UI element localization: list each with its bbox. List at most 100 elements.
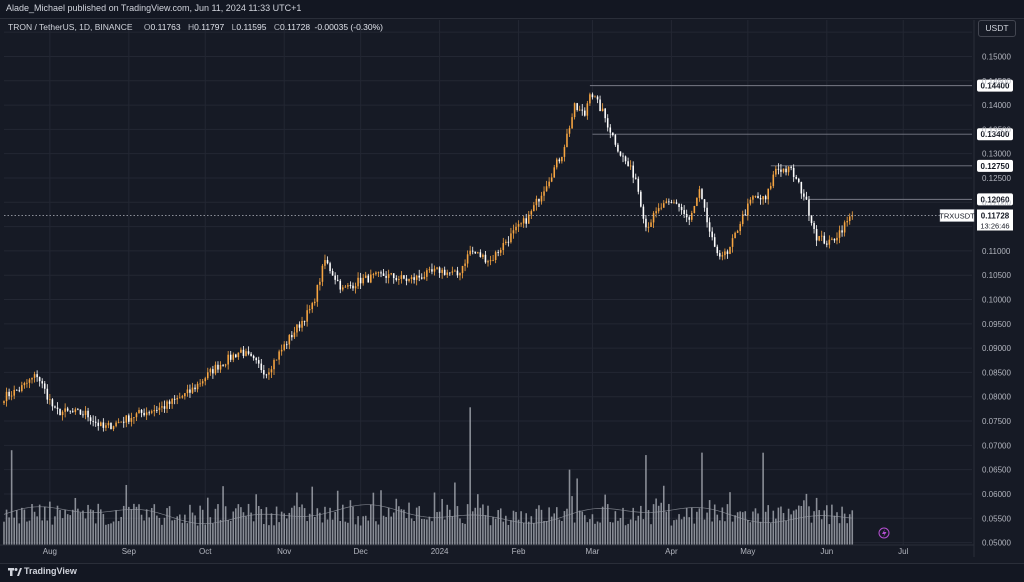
volume-bar <box>459 518 461 545</box>
volume-bar <box>540 509 543 545</box>
volume-bar <box>257 505 260 545</box>
candle-body <box>762 196 764 200</box>
price-tick-label: 0.13000 <box>982 150 1011 159</box>
volume-bar <box>675 519 678 545</box>
volume-bar <box>777 507 780 545</box>
candle-body <box>115 422 117 427</box>
chart-area[interactable] <box>0 19 1024 563</box>
volume-bar <box>713 504 716 545</box>
candle-body <box>698 189 701 198</box>
volume-bar <box>28 520 31 545</box>
volume-bar <box>515 511 517 545</box>
volume-bar <box>418 506 421 545</box>
volume-bar <box>10 450 13 545</box>
time-axis[interactable]: Aug Sep Oct Nov Dec 2024 Feb Mar Apr May Jun Jul <box>0 544 974 556</box>
candle-body <box>408 279 410 281</box>
price-tick-label: 0.07000 <box>982 441 1011 450</box>
candle-body <box>308 309 311 311</box>
volume-bar <box>94 523 97 545</box>
volume-bar <box>711 521 713 545</box>
tradingview-brand[interactable]: TradingView <box>24 566 77 576</box>
volume-bar <box>594 523 596 545</box>
candle-body <box>617 144 619 152</box>
volume-bar <box>808 506 810 545</box>
volume-bar <box>550 516 553 545</box>
candle-body <box>785 168 787 173</box>
volume-bar <box>456 506 459 545</box>
volume-bar <box>589 519 591 545</box>
volume-bar <box>372 492 375 545</box>
candle-body <box>596 96 599 100</box>
volume-bar <box>390 516 392 545</box>
candle-body <box>189 389 191 393</box>
price-axis[interactable]: 0.155000.150000.145000.140000.135000.130… <box>973 20 1011 557</box>
candle-body <box>441 269 443 273</box>
candle-body <box>586 103 589 116</box>
horizontal-levels[interactable]: 0.14400 0.13400 0.12750 0.12060 <box>589 79 1013 206</box>
volume-bar <box>696 511 698 545</box>
candle-body <box>724 251 726 256</box>
candle-body <box>573 103 576 118</box>
price-tick-label: 0.07500 <box>982 417 1011 426</box>
candle-body <box>604 108 606 119</box>
volume-bar <box>349 500 352 545</box>
volume-bar <box>196 525 199 545</box>
candle-body <box>461 265 464 274</box>
volume-bar <box>156 515 158 545</box>
volume-bar <box>787 508 790 545</box>
candle-body <box>26 382 28 384</box>
candle-body <box>731 238 734 247</box>
candle-body <box>545 186 548 192</box>
candle-body <box>163 406 166 409</box>
candle-body <box>145 412 148 416</box>
candle-body <box>250 353 252 356</box>
volume-bar <box>477 494 479 545</box>
time-tick-label: Nov <box>277 547 291 556</box>
candle-body <box>782 168 785 172</box>
volume-bar <box>497 510 499 545</box>
candle-body <box>777 168 780 170</box>
candle-body <box>214 364 217 374</box>
volume-bar <box>255 494 257 545</box>
volume-bar <box>186 523 189 545</box>
candle-body <box>665 201 668 204</box>
volume-bar <box>813 511 815 545</box>
candle-body <box>609 127 612 133</box>
candle-body <box>400 275 403 279</box>
legend-symbol[interactable]: TRON / TetherUS, 1D, BINANCE <box>8 22 133 32</box>
candle-body <box>443 269 446 275</box>
volume-bar <box>744 511 747 545</box>
candle-body <box>548 181 550 187</box>
volume-bar <box>507 524 510 545</box>
candle-body <box>135 413 138 418</box>
candle-body <box>525 218 528 224</box>
candle-body <box>759 198 762 200</box>
candle-body <box>831 238 833 240</box>
candle-body <box>229 354 232 360</box>
candle-body <box>810 215 813 224</box>
time-tick-label: Jul <box>898 547 908 556</box>
volume-bar <box>283 513 286 545</box>
candle-body <box>459 273 461 276</box>
volume-bar <box>604 494 606 545</box>
price-tick-label: 0.14000 <box>982 101 1011 110</box>
time-tick-label: Aug <box>43 547 57 556</box>
volume-bar <box>785 520 787 545</box>
candle-body <box>522 218 525 224</box>
volume-bar <box>576 478 578 545</box>
candle-body <box>161 406 163 408</box>
volume-bar <box>242 512 245 545</box>
volume-bar <box>512 510 515 545</box>
volume-bar <box>303 508 306 545</box>
candle-body <box>428 269 431 271</box>
level-label: 0.13400 <box>981 130 1010 139</box>
volume-bar <box>775 518 777 545</box>
candle-body <box>158 407 161 411</box>
candle-body <box>673 202 675 204</box>
volume-bar <box>158 517 161 545</box>
candle-body <box>826 243 828 245</box>
volume-bar <box>56 505 59 545</box>
currency-button[interactable]: USDT <box>978 20 1016 37</box>
volume-bar <box>657 505 660 545</box>
